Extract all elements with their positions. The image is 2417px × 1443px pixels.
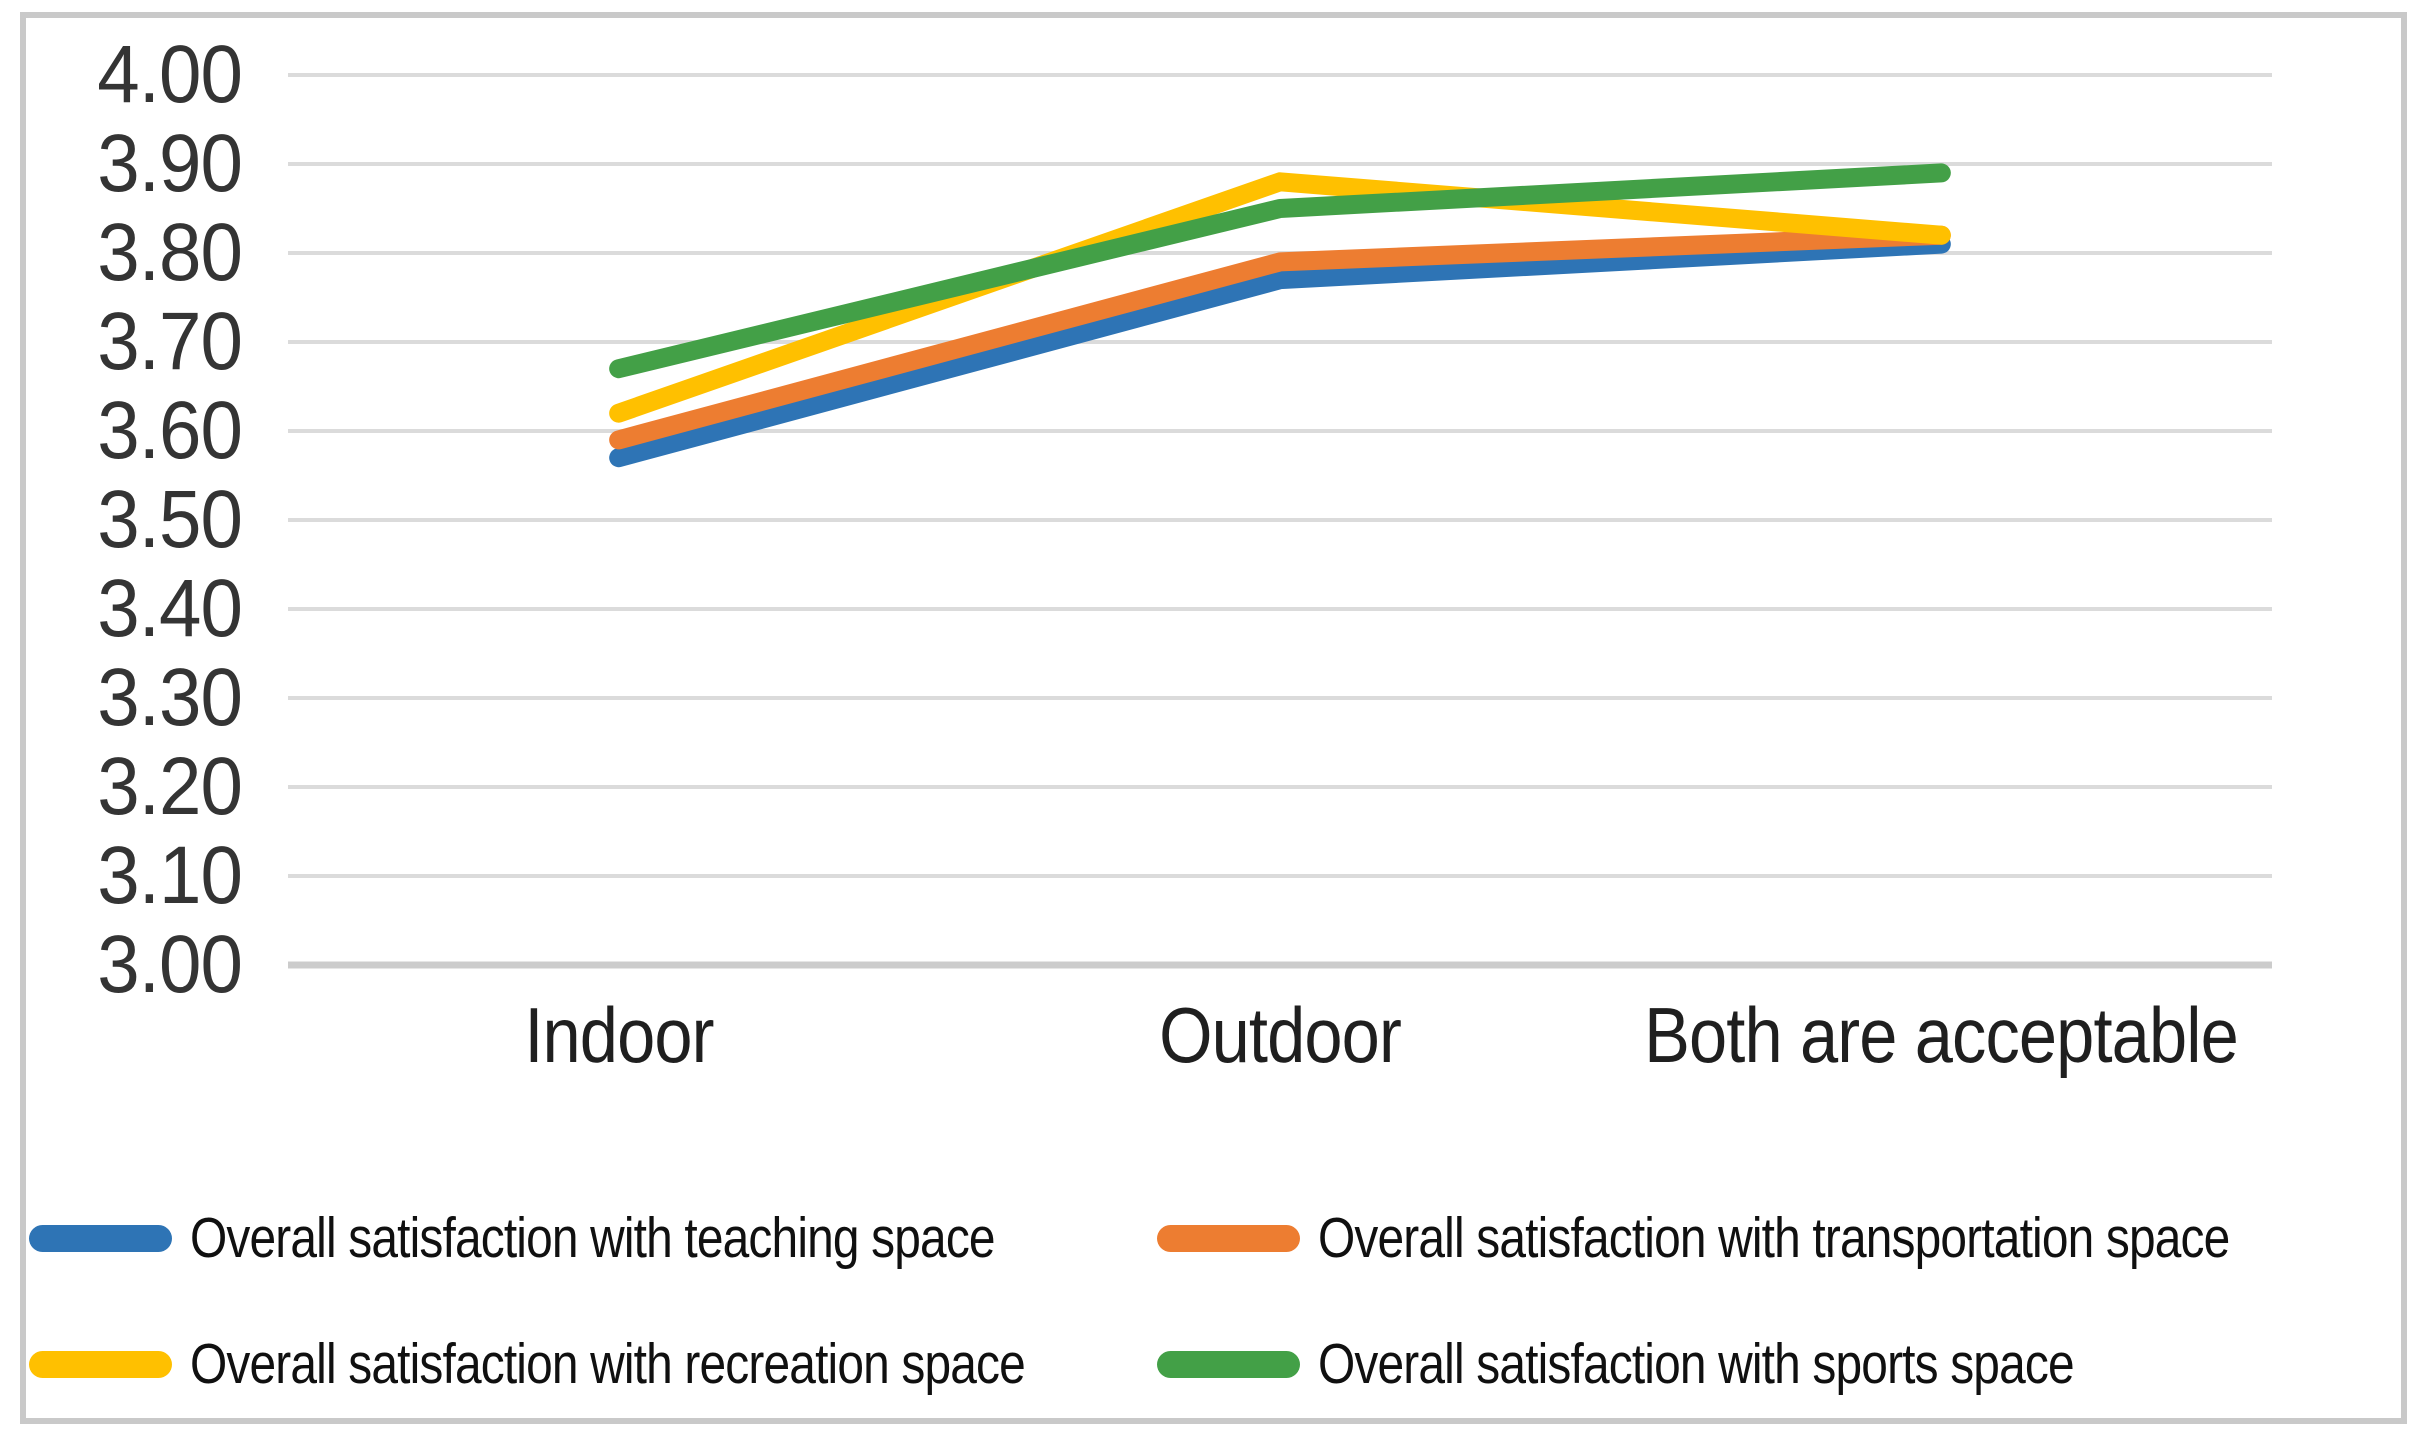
legend-color-swatch <box>29 1224 172 1252</box>
x-axis-category-label: Indoor <box>523 991 714 1079</box>
series-line <box>609 163 1951 379</box>
y-axis-tick-label: 3.20 <box>97 741 243 832</box>
y-axis-tick-label: 3.10 <box>97 830 243 921</box>
series-line <box>609 172 1951 423</box>
series-line <box>609 234 1951 468</box>
legend-label: Overall satisfaction with teaching space <box>190 1206 996 1270</box>
legend-color-swatch <box>1157 1224 1300 1252</box>
y-axis-tick-label: 3.80 <box>97 207 243 298</box>
y-axis-tick-label: 3.70 <box>97 296 243 387</box>
x-axis-category-label: Outdoor <box>1159 991 1402 1079</box>
legend-item: Overall satisfaction with recreation spa… <box>29 1304 1184 1424</box>
x-axis-category-label: Both are acceptable <box>1644 991 2239 1079</box>
y-axis-tick-label: 3.90 <box>97 118 243 209</box>
y-axis-tick-label: 3.50 <box>97 474 243 565</box>
y-axis-tick-label: 3.30 <box>97 652 243 743</box>
series-line <box>609 225 1951 450</box>
y-axis-tick-label: 3.40 <box>97 563 243 654</box>
legend-color-swatch <box>1157 1350 1300 1378</box>
y-axis-tick-label: 3.60 <box>97 385 243 476</box>
legend-item: Overall satisfaction with sports space <box>1157 1304 2218 1424</box>
legend-label: Overall satisfaction with transportation… <box>1318 1206 2230 1270</box>
y-axis-tick-label: 4.00 <box>97 29 243 120</box>
legend-label: Overall satisfaction with recreation spa… <box>190 1332 1026 1396</box>
legend-item: Overall satisfaction with teaching space <box>29 1178 1148 1298</box>
legend-item: Overall satisfaction with transportation… <box>1157 1178 2403 1298</box>
legend-label: Overall satisfaction with sports space <box>1318 1332 2075 1396</box>
y-axis-tick-label: 3.00 <box>97 919 243 1010</box>
legend-color-swatch <box>29 1350 172 1378</box>
